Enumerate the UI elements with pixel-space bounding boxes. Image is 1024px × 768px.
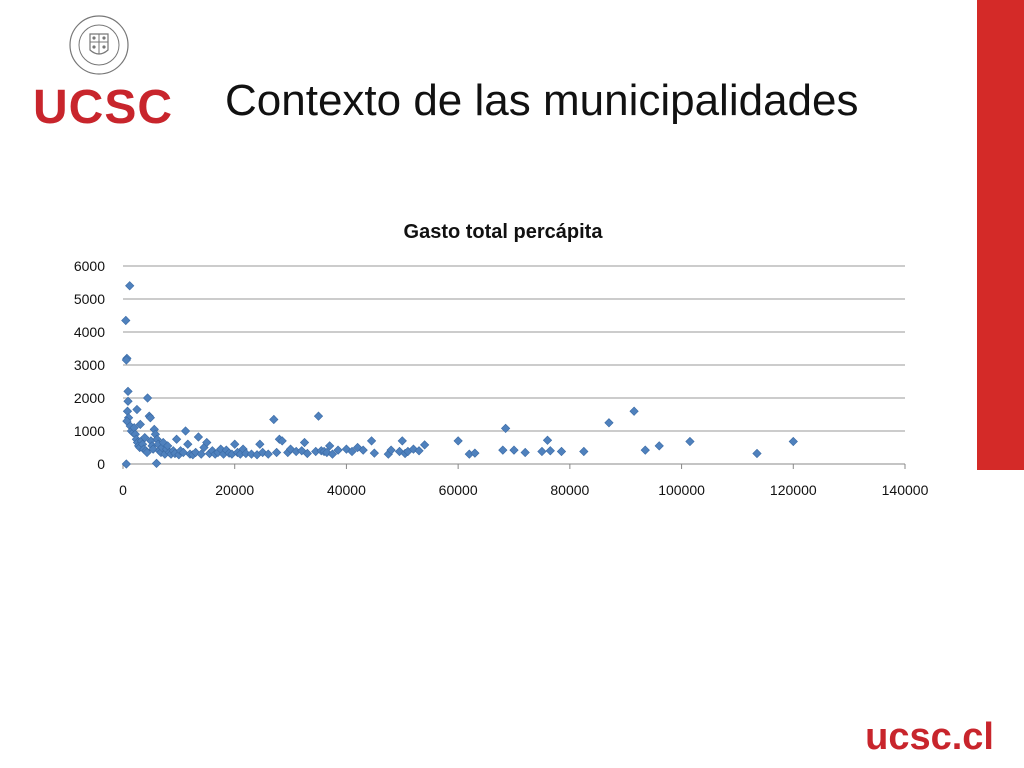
data-point xyxy=(414,446,424,456)
data-point xyxy=(556,446,567,457)
data-point xyxy=(299,437,310,448)
data-point xyxy=(520,447,530,458)
data-point xyxy=(269,414,279,425)
footer-brand: ucsc.cl xyxy=(865,716,994,758)
data-point xyxy=(542,435,553,445)
data-point xyxy=(545,446,555,456)
data-point xyxy=(178,447,188,458)
scatter-chart: Gasto total percápita 0 1000 2000 3000 4000 5… xyxy=(74,221,929,498)
data-point xyxy=(125,281,135,291)
data-point xyxy=(333,445,343,455)
x-tick-label: 20000 xyxy=(215,482,254,498)
data-point xyxy=(171,434,182,444)
data-point xyxy=(180,426,191,436)
university-logo: UCSC xyxy=(30,14,172,132)
data-point xyxy=(358,445,368,455)
data-point xyxy=(271,447,282,458)
x-tick-label: 40000 xyxy=(327,482,366,498)
y-tick-label: 3000 xyxy=(74,357,105,373)
data-point xyxy=(640,445,650,455)
data-point xyxy=(654,441,664,451)
x-tick-label: 140000 xyxy=(882,482,929,498)
x-tick-label: 100000 xyxy=(658,482,705,498)
data-point xyxy=(397,436,407,446)
data-point xyxy=(386,445,396,455)
data-point xyxy=(470,448,480,458)
data-point xyxy=(122,406,133,416)
data-point xyxy=(241,448,251,459)
data-point xyxy=(629,406,639,416)
data-point xyxy=(142,447,152,458)
data-point xyxy=(123,386,133,397)
data-point xyxy=(246,449,257,459)
data-point xyxy=(123,396,133,406)
slide-title: Contexto de las municipalidades xyxy=(225,76,859,125)
data-point xyxy=(230,439,240,449)
y-tick-label: 0 xyxy=(97,456,105,472)
data-point xyxy=(369,448,379,458)
data-point xyxy=(302,448,312,459)
data-point xyxy=(255,439,265,449)
data-point xyxy=(327,449,338,459)
data-point xyxy=(121,315,131,326)
data-point xyxy=(132,404,142,415)
chart-grid xyxy=(123,265,905,465)
y-tick-label: 6000 xyxy=(74,258,105,274)
x-tick-label: 60000 xyxy=(439,482,478,498)
data-points xyxy=(121,281,798,469)
data-point xyxy=(140,432,150,443)
data-point xyxy=(685,436,695,447)
x-axis: 0 20000 40000 60000 80000 100000 120000 140000 xyxy=(119,464,929,498)
data-point xyxy=(347,446,357,457)
data-point xyxy=(509,445,519,455)
data-point xyxy=(121,459,131,469)
data-point xyxy=(145,413,155,423)
x-tick-label: 0 xyxy=(119,482,127,498)
y-axis: 0 1000 2000 3000 4000 5000 6000 xyxy=(74,258,105,472)
data-point xyxy=(183,439,193,449)
data-point xyxy=(537,446,547,457)
data-point xyxy=(202,437,212,448)
data-point xyxy=(579,446,589,457)
accent-bar xyxy=(977,0,1024,470)
data-point xyxy=(788,436,798,447)
data-point xyxy=(121,355,131,365)
x-tick-label: 120000 xyxy=(770,482,817,498)
data-point xyxy=(142,393,153,403)
data-point xyxy=(313,411,324,421)
data-point xyxy=(420,440,430,450)
y-tick-label: 2000 xyxy=(74,390,105,406)
x-tick-label: 80000 xyxy=(550,482,589,498)
data-point xyxy=(752,448,762,459)
data-point xyxy=(366,436,377,446)
data-point xyxy=(325,441,335,451)
data-point xyxy=(263,449,273,459)
y-tick-label: 5000 xyxy=(74,291,105,307)
data-point xyxy=(277,436,287,446)
data-point xyxy=(193,432,204,442)
data-point xyxy=(135,419,145,430)
y-tick-label: 4000 xyxy=(74,324,105,340)
data-point xyxy=(151,458,162,468)
y-tick-label: 1000 xyxy=(74,423,105,439)
chart-title: Gasto total percápita xyxy=(404,221,604,243)
data-point xyxy=(498,445,508,455)
data-point xyxy=(196,449,206,459)
data-point xyxy=(500,423,511,433)
data-point xyxy=(453,436,463,446)
data-point xyxy=(604,418,614,428)
university-seal-icon xyxy=(69,15,129,75)
logo-wordmark: UCSC xyxy=(33,81,174,134)
